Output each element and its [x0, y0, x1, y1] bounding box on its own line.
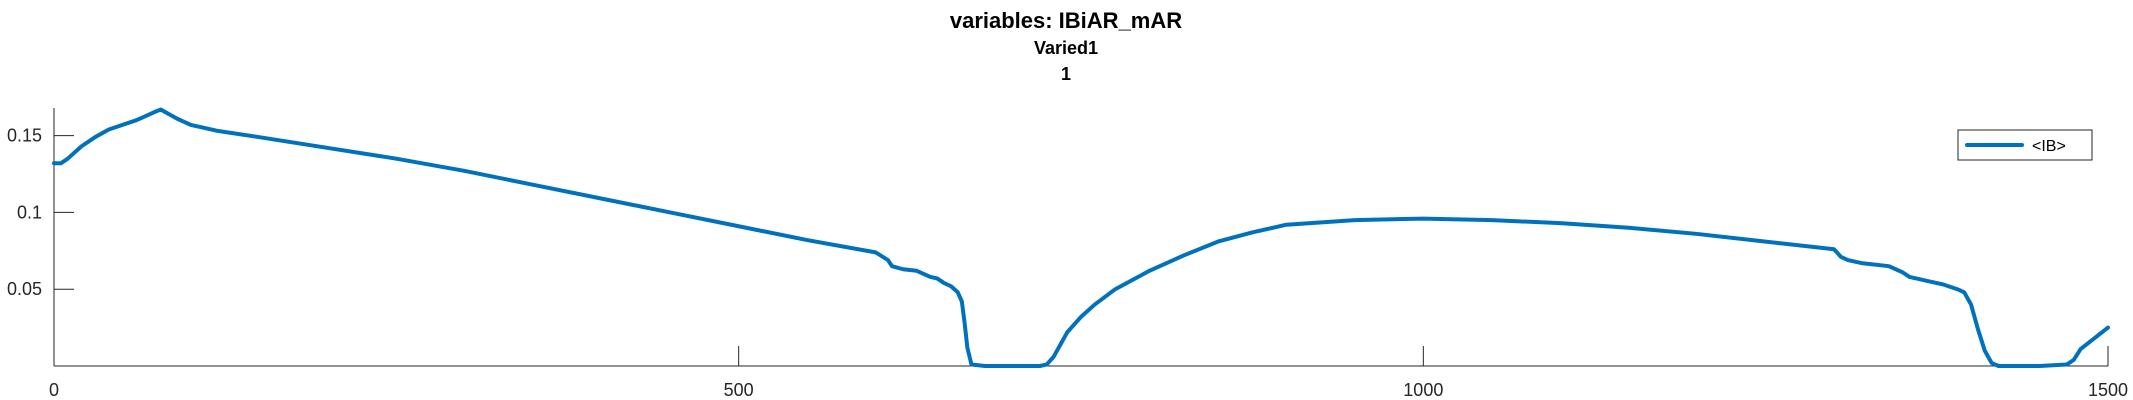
- chart-subtitle-index: 1: [1061, 64, 1071, 84]
- axes: [53, 108, 2108, 367]
- legend-label-ib: <IB>: [2032, 138, 2066, 155]
- title-group: variables: IBiAR_mAR Varied1 1: [950, 8, 1182, 84]
- x-tick-label: 500: [724, 380, 754, 400]
- x-tick-label: 1000: [1403, 380, 1443, 400]
- x-tick-label: 1500: [2088, 380, 2128, 400]
- chart-title: variables: IBiAR_mAR: [950, 8, 1182, 33]
- x-tick-label: 0: [49, 380, 59, 400]
- legend: <IB>: [1957, 129, 2093, 161]
- y-tick-label: 0.05: [7, 279, 42, 299]
- chart-subtitle: Varied1: [1034, 38, 1098, 58]
- series-line-ib: [52, 107, 2110, 368]
- y-tick-label: 0.1: [17, 202, 42, 222]
- data-series: [52, 107, 2110, 368]
- ticks: 0 500 1000 1500 0.05 0.1 0.15: [7, 126, 2128, 400]
- y-tick-label: 0.15: [7, 126, 42, 146]
